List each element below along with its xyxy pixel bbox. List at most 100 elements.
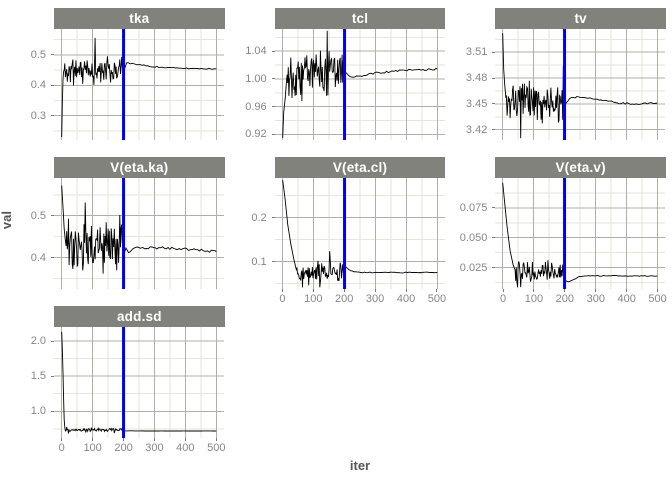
y-tick-label: 0.4 xyxy=(30,79,46,92)
y-tick-label: 1.00 xyxy=(245,72,267,85)
y-tick-mark xyxy=(492,237,496,239)
x-tick-label: 500 xyxy=(648,293,667,305)
x-tick-label: 200 xyxy=(555,293,575,305)
y-tick-label: 0.075 xyxy=(459,201,488,214)
facet-panel xyxy=(495,178,666,289)
facet-strip: V(eta.v) xyxy=(495,157,666,178)
facet-panel xyxy=(54,29,224,140)
y-tick-mark xyxy=(51,375,54,377)
x-tick-label: 0 xyxy=(279,293,286,305)
y-axis: 0.1 0.2 xyxy=(235,178,275,289)
y-tick-label: 0.3 xyxy=(30,109,46,122)
x-tick-label: 500 xyxy=(207,442,226,454)
facet-title: tka xyxy=(129,11,150,26)
facet-cell: tv 3.42 3.45 3.48 3.51 xyxy=(455,8,666,157)
x-tick-mark xyxy=(657,289,659,292)
x-tick-mark xyxy=(153,438,155,441)
facet-body: 0.025 0.050 0.075 xyxy=(455,178,666,289)
y-axis: 1.0 1.5 2.0 xyxy=(14,327,54,438)
trace-line xyxy=(502,33,658,139)
facet-title: tv xyxy=(574,11,587,26)
trace-line xyxy=(61,185,217,274)
trace-line xyxy=(61,37,217,138)
y-tick-label: 0.1 xyxy=(251,255,267,268)
x-tick-mark xyxy=(215,438,217,441)
facet-title: tcl xyxy=(351,11,369,26)
facet-cell: tka 0.3 0.4 0.5 xyxy=(14,8,225,157)
facet-panel xyxy=(274,29,445,140)
y-tick-mark xyxy=(51,54,54,56)
x-tick-label: 200 xyxy=(335,293,354,305)
x-axis xyxy=(54,140,225,157)
x-tick-label: 200 xyxy=(114,442,133,454)
facet-panel xyxy=(274,178,445,289)
y-tick-label: 0.4 xyxy=(30,251,46,264)
x-tick-label: 100 xyxy=(83,442,102,454)
facet-panel xyxy=(54,327,224,438)
y-axis: 0.4 0.5 xyxy=(14,178,54,289)
x-tick-label: 100 xyxy=(524,293,544,305)
facet-cell: V(eta.cl) 0.1 0.2 0 100 200 300 400 500 xyxy=(235,157,446,306)
facet-cell: V(eta.ka) 0.4 0.5 xyxy=(14,157,225,306)
facet-strip: V(eta.ka) xyxy=(54,157,225,178)
facet-panel xyxy=(54,178,224,289)
x-tick-mark xyxy=(312,289,314,292)
y-tick-mark xyxy=(51,257,54,259)
y-tick-mark xyxy=(51,215,54,217)
x-tick-mark xyxy=(564,289,566,292)
facet-strip: tka xyxy=(54,8,225,29)
y-tick-mark xyxy=(271,50,275,52)
x-tick-mark xyxy=(343,289,345,292)
y-tick-mark xyxy=(492,51,496,53)
x-tick-label: 400 xyxy=(176,442,195,454)
x-tick-mark xyxy=(626,289,628,292)
facet-title: add.sd xyxy=(116,309,162,324)
trace-line xyxy=(502,182,658,288)
facet-body: 1.0 1.5 2.0 xyxy=(14,327,225,438)
y-tick-label: 0.5 xyxy=(30,48,46,61)
y-tick-label: 0.2 xyxy=(251,211,267,224)
facet-title: V(eta.cl) xyxy=(332,160,388,175)
x-tick-label: 0 xyxy=(58,442,65,454)
x-tick-label: 300 xyxy=(145,442,164,454)
facet-grid: tka 0.3 0.4 0.5 tcl 0.92 0.96 1.00 1.04 tv 3.… xyxy=(14,8,667,455)
y-axis: 0.92 0.96 1.00 1.04 xyxy=(235,29,275,140)
y-tick-label: 3.51 xyxy=(465,46,488,59)
y-axis: 0.3 0.4 0.5 xyxy=(14,29,54,140)
y-axis: 0.025 0.050 0.075 xyxy=(455,178,496,289)
y-tick-mark xyxy=(492,103,496,105)
y-tick-label: 0.92 xyxy=(245,128,267,141)
y-axis: 3.42 3.45 3.48 3.51 xyxy=(455,29,496,140)
x-tick-mark xyxy=(184,438,186,441)
x-axis: 0 100 200 300 400 500 xyxy=(54,438,225,455)
x-tick-label: 400 xyxy=(396,293,416,305)
facet-cell: tcl 0.92 0.96 1.00 1.04 xyxy=(235,8,446,157)
x-tick-label: 500 xyxy=(427,293,447,305)
x-tick-mark xyxy=(533,289,535,292)
y-tick-label: 0.5 xyxy=(30,209,46,222)
facet-body: 0.92 0.96 1.00 1.04 xyxy=(235,29,446,140)
facet-body: 0.4 0.5 xyxy=(14,178,225,289)
x-tick-mark xyxy=(123,438,125,441)
x-tick-label: 100 xyxy=(304,293,323,305)
x-axis xyxy=(54,289,225,306)
x-tick-mark xyxy=(281,289,283,292)
y-tick-mark xyxy=(51,340,54,342)
x-tick-mark xyxy=(405,289,407,292)
x-axis-title: iter xyxy=(349,458,371,473)
y-tick-mark xyxy=(492,129,496,131)
trace-line xyxy=(281,180,437,288)
y-tick-mark xyxy=(51,410,54,412)
y-tick-mark xyxy=(492,267,496,269)
x-tick-label: 300 xyxy=(586,293,605,305)
y-tick-mark xyxy=(271,106,275,108)
y-tick-label: 0.025 xyxy=(459,261,488,274)
x-tick-label: 0 xyxy=(500,293,507,305)
y-tick-label: 3.48 xyxy=(465,72,488,85)
y-tick-mark xyxy=(51,115,54,117)
facet-strip: V(eta.cl) xyxy=(274,157,446,178)
facet-title: V(eta.v) xyxy=(555,160,606,175)
x-tick-mark xyxy=(61,438,63,441)
y-tick-label: 3.42 xyxy=(465,123,488,136)
x-axis: 0 100 200 300 400 500 xyxy=(495,289,667,306)
